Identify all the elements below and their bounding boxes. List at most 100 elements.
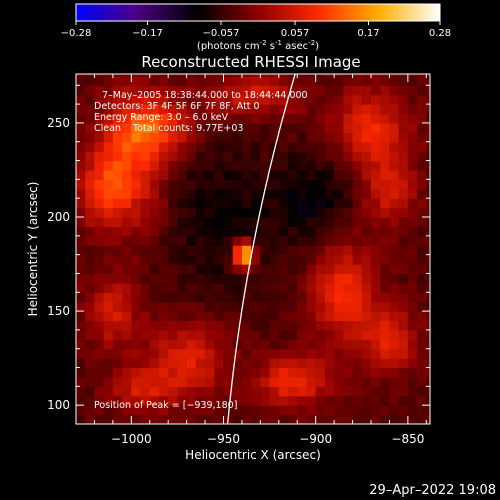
heatmap-cell	[177, 367, 188, 378]
heatmap-cell	[398, 376, 409, 387]
heatmap-cell	[140, 329, 151, 340]
heatmap-cell	[168, 141, 179, 152]
heatmap-cell	[205, 179, 215, 190]
heatmap-cell	[407, 311, 418, 322]
heatmap-cell	[352, 311, 363, 322]
heatmap-cell	[195, 367, 206, 378]
heatmap-cell	[343, 358, 354, 369]
heatmap-cell	[297, 282, 308, 293]
heatmap-cell	[315, 414, 326, 424]
heatmap-cell	[389, 207, 400, 218]
heatmap-cell	[112, 405, 123, 416]
heatmap-cell	[131, 198, 142, 209]
heatmap-cell	[195, 226, 206, 237]
heatmap-cell	[158, 339, 169, 350]
heatmap-cell	[186, 376, 197, 387]
heatmap-cell	[389, 245, 400, 256]
heatmap-cell	[149, 75, 160, 86]
heatmap-cell	[426, 414, 430, 424]
heatmap-cell	[315, 160, 326, 171]
heatmap-cell	[426, 376, 430, 387]
heatmap-cell	[352, 395, 363, 406]
heatmap-cell	[426, 320, 430, 331]
heatmap-cell	[389, 94, 400, 105]
heatmap-cell	[260, 188, 271, 199]
heatmap-cell	[186, 104, 197, 115]
heatmap-cell	[324, 74, 335, 77]
heatmap-cell	[140, 122, 151, 133]
heatmap-cell	[251, 217, 261, 228]
heatmap-cell	[371, 358, 381, 369]
heatmap-cell	[241, 151, 252, 162]
heatmap-cell	[389, 339, 400, 350]
heatmap-cell	[131, 94, 142, 105]
heatmap-cell	[324, 395, 335, 406]
heatmap-cell	[398, 358, 409, 369]
heatmap-cell	[177, 226, 188, 237]
heatmap-cell	[389, 188, 400, 199]
heatmap-cell	[168, 329, 179, 340]
heatmap-cell	[85, 179, 96, 190]
heatmap-cell	[149, 348, 160, 359]
heatmap-cell	[417, 320, 427, 331]
heatmap-cell	[361, 282, 372, 293]
heatmap-cell	[140, 113, 151, 124]
heatmap-cell	[288, 113, 298, 124]
heatmap-cell	[140, 292, 151, 303]
heatmap-cell	[269, 311, 280, 322]
heatmap-cell	[94, 188, 105, 199]
heatmap-cell	[297, 188, 308, 199]
heatmap-cell	[85, 273, 96, 284]
heatmap-cell	[158, 132, 169, 143]
heatmap-cell	[85, 94, 96, 105]
heatmap-cell	[214, 395, 225, 406]
heatmap-cell	[371, 226, 381, 237]
heatmap-cell	[149, 386, 160, 397]
heatmap-cell	[186, 74, 197, 77]
heatmap-cell	[269, 104, 280, 115]
heatmap-cell	[260, 358, 271, 369]
heatmap-cell	[426, 348, 430, 359]
heatmap-cell	[417, 376, 427, 387]
heatmap-cell	[398, 245, 409, 256]
heatmap-cell	[186, 226, 197, 237]
heatmap-cell	[158, 405, 169, 416]
heatmap-cell	[131, 141, 142, 152]
heatmap-cell	[426, 264, 430, 275]
heatmap-cell	[407, 301, 418, 312]
heatmap-cell	[380, 169, 391, 180]
heatmap-cell	[112, 132, 123, 143]
heatmap-cell	[214, 113, 225, 124]
heatmap-cell	[288, 179, 298, 190]
heatmap-cell	[398, 386, 409, 397]
heatmap-cell	[232, 113, 243, 124]
heatmap-cell	[297, 376, 308, 387]
heatmap-cell	[241, 113, 252, 124]
heatmap-cell	[140, 160, 151, 171]
heatmap-cell	[195, 273, 206, 284]
heatmap-cell	[352, 75, 363, 86]
heatmap-cell	[260, 405, 271, 416]
heatmap-cell	[380, 217, 391, 228]
heatmap-cell	[278, 94, 289, 105]
heatmap-cell	[352, 198, 363, 209]
heatmap-cell	[205, 122, 215, 133]
heatmap-cell	[140, 405, 151, 416]
heatmap-cell	[324, 292, 335, 303]
heatmap-cell	[269, 198, 280, 209]
heatmap-cell	[168, 320, 179, 331]
heatmap-cell	[315, 254, 326, 265]
heatmap-cell	[232, 376, 243, 387]
heatmap-cell	[361, 235, 372, 246]
heatmap-cell	[85, 207, 96, 218]
heatmap-cell	[288, 132, 298, 143]
heatmap-cell	[334, 217, 344, 228]
heatmap-cell	[140, 207, 151, 218]
heatmap-cell	[214, 358, 225, 369]
heatmap-cell	[260, 245, 271, 256]
heatmap-cell	[324, 245, 335, 256]
heatmap-cell	[426, 207, 430, 218]
heatmap-cell	[361, 254, 372, 265]
heatmap-cell	[324, 141, 335, 152]
heatmap-cell	[389, 386, 400, 397]
